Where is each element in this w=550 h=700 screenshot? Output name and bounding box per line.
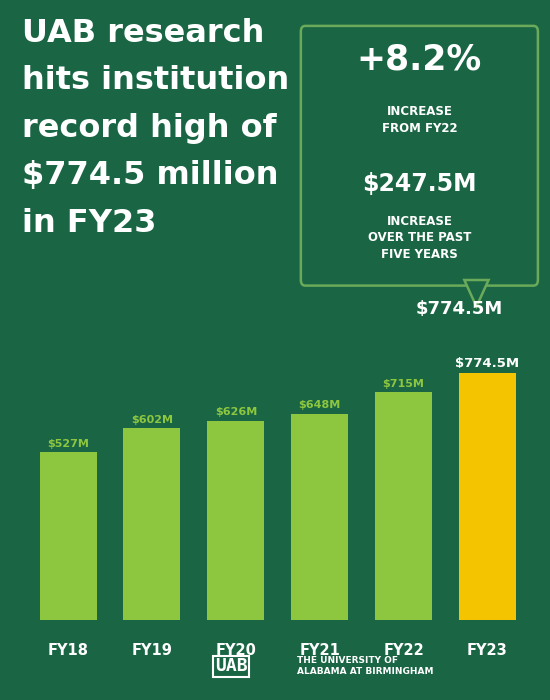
Text: $602M: $602M bbox=[131, 415, 173, 425]
Text: FY21: FY21 bbox=[299, 643, 340, 658]
Text: FY22: FY22 bbox=[383, 643, 424, 658]
Text: +8.2%: +8.2% bbox=[357, 42, 482, 76]
Text: $247.5M: $247.5M bbox=[362, 172, 477, 195]
Text: INCREASE
FROM FY22: INCREASE FROM FY22 bbox=[382, 105, 457, 134]
Bar bbox=[40, 452, 97, 620]
Text: ALABAMA AT BIRMINGHAM: ALABAMA AT BIRMINGHAM bbox=[297, 668, 433, 676]
Text: UAB: UAB bbox=[214, 657, 248, 676]
Text: FY23: FY23 bbox=[467, 643, 508, 658]
Text: $774.5M: $774.5M bbox=[416, 300, 503, 318]
Text: hits institution: hits institution bbox=[22, 65, 289, 96]
Text: $715M: $715M bbox=[383, 379, 425, 389]
Text: $774.5M: $774.5M bbox=[455, 357, 519, 370]
Text: in FY23: in FY23 bbox=[22, 208, 156, 239]
Text: $648M: $648M bbox=[299, 400, 341, 410]
Bar bbox=[123, 428, 180, 620]
Text: record high of: record high of bbox=[22, 113, 277, 144]
Bar bbox=[375, 392, 432, 620]
Text: INCREASE
OVER THE PAST
FIVE YEARS: INCREASE OVER THE PAST FIVE YEARS bbox=[368, 215, 471, 261]
Text: $774.5 million: $774.5 million bbox=[22, 160, 278, 191]
Text: FY20: FY20 bbox=[216, 643, 256, 658]
Text: FY19: FY19 bbox=[131, 643, 172, 658]
Text: THE UNIVERSITY OF: THE UNIVERSITY OF bbox=[297, 656, 398, 664]
Text: $626M: $626M bbox=[214, 407, 257, 417]
Bar bbox=[459, 373, 516, 620]
Text: $527M: $527M bbox=[47, 439, 89, 449]
Text: FY18: FY18 bbox=[48, 643, 89, 658]
Bar bbox=[207, 421, 265, 620]
Bar bbox=[291, 414, 348, 620]
Text: UAB research: UAB research bbox=[22, 18, 265, 48]
